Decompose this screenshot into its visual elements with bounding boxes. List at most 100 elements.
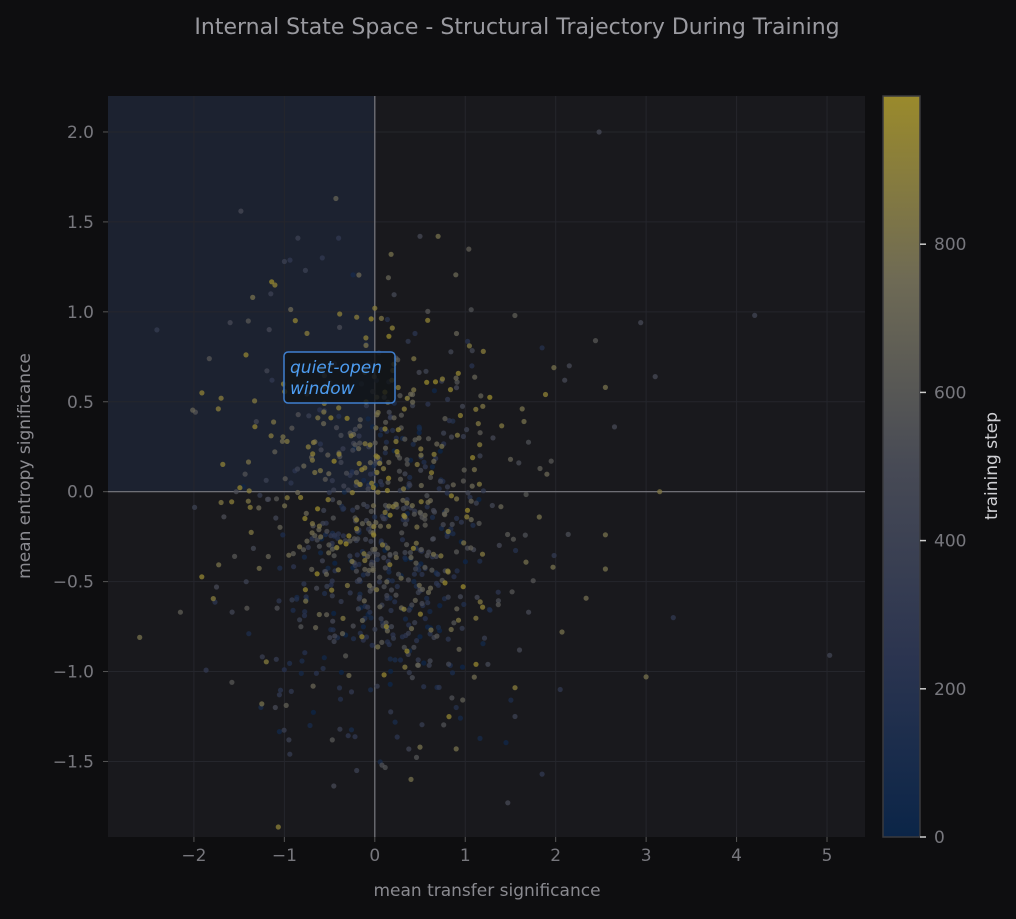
data-point bbox=[375, 409, 381, 416]
data-point bbox=[465, 338, 471, 344]
data-point bbox=[417, 744, 423, 750]
data-point bbox=[320, 665, 326, 672]
data-point bbox=[402, 555, 408, 561]
data-point bbox=[243, 352, 249, 358]
x-tick-label: 2 bbox=[550, 846, 561, 866]
data-point bbox=[422, 512, 428, 518]
data-point bbox=[229, 499, 235, 505]
colorbar bbox=[882, 95, 921, 838]
data-point bbox=[246, 631, 252, 637]
data-point bbox=[460, 697, 466, 703]
data-point bbox=[370, 567, 376, 573]
data-point bbox=[408, 554, 414, 561]
data-point bbox=[415, 662, 421, 668]
data-point bbox=[505, 800, 511, 806]
data-point bbox=[495, 602, 501, 608]
data-point bbox=[459, 625, 465, 631]
data-point bbox=[480, 348, 486, 354]
data-point bbox=[416, 435, 422, 441]
data-point bbox=[374, 587, 380, 593]
data-point bbox=[516, 460, 522, 466]
data-point bbox=[327, 635, 333, 641]
data-point bbox=[301, 581, 307, 587]
data-point bbox=[325, 497, 331, 503]
data-point bbox=[445, 636, 451, 642]
data-point bbox=[253, 419, 259, 425]
data-point bbox=[526, 609, 532, 615]
data-point bbox=[392, 599, 398, 605]
data-point bbox=[297, 544, 303, 550]
data-point bbox=[602, 532, 609, 538]
data-point bbox=[387, 562, 393, 568]
data-point bbox=[425, 589, 432, 596]
data-point bbox=[350, 623, 356, 629]
data-point bbox=[476, 520, 482, 527]
data-point bbox=[394, 449, 400, 455]
data-point bbox=[417, 611, 423, 617]
data-point bbox=[324, 612, 330, 618]
data-point bbox=[332, 633, 338, 639]
data-point bbox=[470, 455, 476, 461]
data-point bbox=[410, 399, 416, 405]
data-point bbox=[827, 652, 833, 658]
data-point bbox=[326, 542, 332, 548]
data-point bbox=[409, 602, 415, 608]
data-point bbox=[383, 624, 389, 630]
data-point bbox=[473, 500, 479, 506]
data-point bbox=[435, 233, 441, 239]
data-point bbox=[266, 327, 272, 333]
data-point bbox=[338, 459, 344, 465]
data-point bbox=[468, 498, 474, 504]
data-point bbox=[468, 517, 474, 523]
data-point bbox=[360, 624, 366, 630]
data-point bbox=[372, 514, 378, 520]
data-point bbox=[363, 634, 370, 640]
data-point bbox=[343, 653, 349, 659]
data-point bbox=[380, 466, 387, 472]
data-point bbox=[419, 722, 425, 728]
data-point bbox=[454, 606, 460, 612]
data-point bbox=[397, 476, 404, 482]
data-point bbox=[370, 484, 376, 491]
colorbar-tick-label: 400 bbox=[934, 532, 966, 552]
data-point bbox=[510, 536, 516, 542]
data-point bbox=[277, 565, 283, 571]
data-point bbox=[459, 664, 466, 670]
data-point bbox=[307, 722, 313, 729]
data-point bbox=[393, 592, 399, 598]
data-point bbox=[220, 461, 226, 467]
data-point bbox=[316, 611, 322, 618]
data-point bbox=[431, 451, 437, 457]
data-point bbox=[461, 540, 467, 546]
data-point bbox=[384, 579, 390, 585]
data-point bbox=[406, 607, 412, 613]
data-point bbox=[430, 551, 437, 557]
data-point bbox=[345, 733, 351, 739]
data-point bbox=[302, 267, 308, 273]
data-point bbox=[530, 578, 536, 584]
data-point bbox=[397, 657, 404, 663]
data-point bbox=[362, 557, 368, 564]
data-point bbox=[199, 574, 205, 580]
data-point bbox=[289, 597, 295, 603]
data-point bbox=[431, 388, 437, 394]
data-point bbox=[469, 363, 475, 369]
data-point bbox=[331, 638, 337, 645]
data-point bbox=[304, 330, 310, 336]
data-point bbox=[476, 481, 482, 487]
data-point bbox=[305, 444, 311, 450]
data-point bbox=[245, 318, 251, 324]
data-point bbox=[425, 436, 432, 442]
data-point bbox=[276, 692, 282, 698]
data-point bbox=[471, 467, 477, 473]
data-point bbox=[466, 246, 472, 252]
data-point bbox=[602, 566, 609, 572]
data-point bbox=[368, 687, 374, 693]
data-point bbox=[473, 615, 479, 621]
data-point bbox=[314, 571, 320, 577]
data-point bbox=[473, 406, 479, 412]
data-point bbox=[395, 427, 401, 433]
data-point bbox=[310, 451, 316, 457]
data-point bbox=[550, 564, 556, 570]
